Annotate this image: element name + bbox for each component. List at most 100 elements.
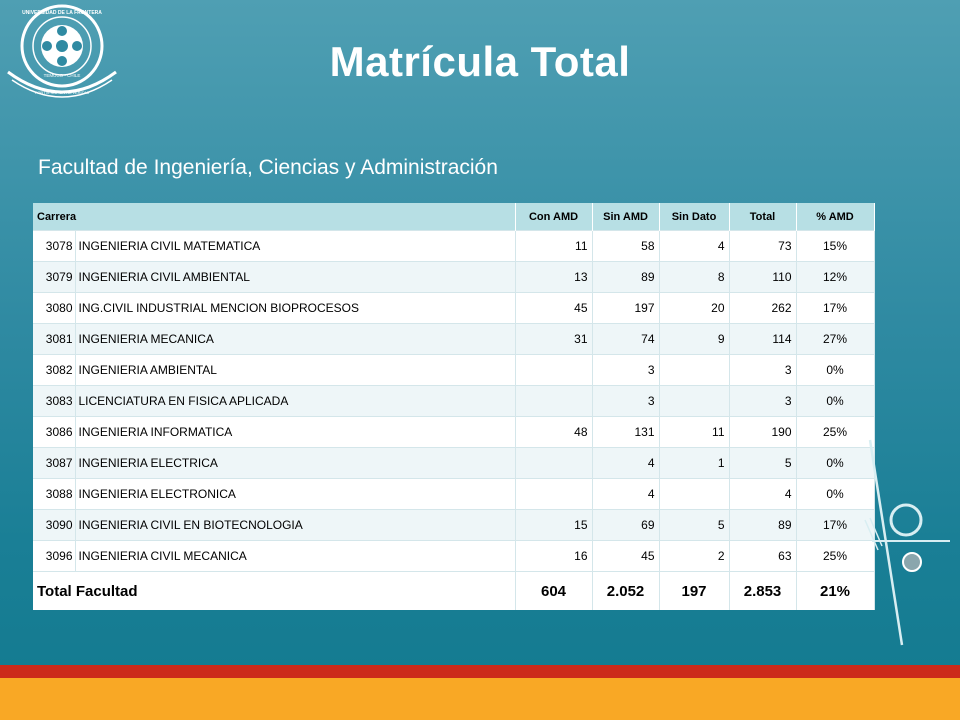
total-row: Total Facultad 604 2.052 197 2.853 21%	[33, 571, 875, 610]
cell-program: INGENIERIA CIVIL MECANICA	[75, 540, 516, 572]
cell-program: LICENCIATURA EN FISICA APLICADA	[75, 385, 516, 417]
cell-code: 3083	[33, 385, 76, 417]
cell-sin-amd: 131	[592, 416, 660, 448]
header-con-amd: Con AMD	[515, 203, 593, 231]
cell-sin-dato: 8	[659, 261, 730, 293]
cell-total: 114	[729, 323, 797, 355]
cell-code: 3096	[33, 540, 76, 572]
header-sin-dato: Sin Dato	[659, 203, 730, 231]
cell-sin-amd: 3	[592, 354, 660, 386]
cell-program: INGENIERIA ELECTRONICA	[75, 478, 516, 510]
cell-total: 63	[729, 540, 797, 572]
total-pct-amd: 21%	[796, 571, 875, 610]
total-con-amd: 604	[515, 571, 593, 610]
cell-total: 190	[729, 416, 797, 448]
total-sin-dato: 197	[659, 571, 730, 610]
cell-sin-amd: 74	[592, 323, 660, 355]
cell-pct-amd: 0%	[796, 354, 875, 386]
cell-con-amd	[515, 447, 593, 479]
cell-program: ING.CIVIL INDUSTRIAL MENCION BIOPROCESOS	[75, 292, 516, 324]
cell-sin-dato: 9	[659, 323, 730, 355]
table-row: 3078 INGENIERIA CIVIL MATEMATICA 11 58 4…	[33, 230, 875, 262]
cell-program: INGENIERIA MECANICA	[75, 323, 516, 355]
svg-text:UNIVERSIDAD DE LA FRONTERA: UNIVERSIDAD DE LA FRONTERA	[22, 10, 102, 16]
cell-program: INGENIERIA CIVIL AMBIENTAL	[75, 261, 516, 293]
cell-con-amd: 48	[515, 416, 593, 448]
cell-total: 3	[729, 354, 797, 386]
cell-total: 3	[729, 385, 797, 417]
cell-con-amd: 15	[515, 509, 593, 541]
cell-sin-dato	[659, 385, 730, 417]
cell-pct-amd: 0%	[796, 385, 875, 417]
cell-total: 89	[729, 509, 797, 541]
total-label: Total Facultad	[33, 571, 516, 610]
cell-con-amd: 45	[515, 292, 593, 324]
cell-con-amd: 11	[515, 230, 593, 262]
cell-pct-amd: 27%	[796, 323, 875, 355]
total-total: 2.853	[729, 571, 797, 610]
cell-con-amd	[515, 478, 593, 510]
cell-pct-amd: 0%	[796, 478, 875, 510]
cell-sin-dato: 5	[659, 509, 730, 541]
table-header-row: Carrera Con AMD Sin AMD Sin Dato Total %…	[33, 203, 875, 231]
slide-title: Matrícula Total	[329, 38, 631, 85]
cell-con-amd	[515, 354, 593, 386]
cell-sin-amd: 58	[592, 230, 660, 262]
cell-con-amd	[515, 385, 593, 417]
cell-sin-dato: 1	[659, 447, 730, 479]
table-row: 3082 INGENIERIA AMBIENTAL 3 3 0%	[33, 354, 875, 386]
university-seal-logo: UNIVERSIDAD DE LA FRONTERA TEMUCO · CHIL…	[7, 4, 117, 98]
header-total: Total	[729, 203, 797, 231]
table-row: 3087 INGENIERIA ELECTRICA 4 1 5 0%	[33, 447, 875, 479]
cell-sin-dato	[659, 478, 730, 510]
cell-sin-amd: 3	[592, 385, 660, 417]
cell-con-amd: 31	[515, 323, 593, 355]
cell-pct-amd: 17%	[796, 509, 875, 541]
svg-text:TEMUCO · CHILE: TEMUCO · CHILE	[44, 73, 81, 78]
bottom-orange-band	[0, 678, 960, 720]
cell-pct-amd: 25%	[796, 540, 875, 572]
table-row: 3090 INGENIERIA CIVIL EN BIOTECNOLOGIA 1…	[33, 509, 875, 541]
cell-code: 3080	[33, 292, 76, 324]
cell-sin-amd: 4	[592, 447, 660, 479]
slide-subtitle: Facultad de Ingeniería, Ciencias y Admin…	[38, 156, 498, 179]
cell-total: 262	[729, 292, 797, 324]
cell-pct-amd: 15%	[796, 230, 875, 262]
cell-program: INGENIERIA CIVIL MATEMATICA	[75, 230, 516, 262]
cell-sin-amd: 197	[592, 292, 660, 324]
cell-sin-amd: 89	[592, 261, 660, 293]
cell-program: INGENIERIA ELECTRICA	[75, 447, 516, 479]
cell-con-amd: 13	[515, 261, 593, 293]
cell-sin-dato: 4	[659, 230, 730, 262]
table-row: 3096 INGENIERIA CIVIL MECANICA 16 45 2 6…	[33, 540, 875, 572]
enrollment-table: Carrera Con AMD Sin AMD Sin Dato Total %…	[33, 203, 875, 610]
cell-con-amd: 16	[515, 540, 593, 572]
header-carrera: Carrera	[33, 203, 516, 231]
header-sin-amd: Sin AMD	[592, 203, 660, 231]
total-sin-amd: 2.052	[592, 571, 660, 610]
cell-program: INGENIERIA CIVIL EN BIOTECNOLOGIA	[75, 509, 516, 541]
cell-code: 3087	[33, 447, 76, 479]
cell-total: 5	[729, 447, 797, 479]
cell-sin-amd: 4	[592, 478, 660, 510]
table-row: 3081 INGENIERIA MECANICA 31 74 9 114 27%	[33, 323, 875, 355]
cell-sin-dato	[659, 354, 730, 386]
cell-code: 3090	[33, 509, 76, 541]
cell-code: 3079	[33, 261, 76, 293]
cell-pct-amd: 0%	[796, 447, 875, 479]
decorative-circles	[864, 436, 950, 646]
cell-code: 3088	[33, 478, 76, 510]
bottom-red-band	[0, 665, 960, 678]
header-pct-amd: % AMD	[796, 203, 875, 231]
cell-program: INGENIERIA AMBIENTAL	[75, 354, 516, 386]
table-row: 3086 INGENIERIA INFORMATICA 48 131 11 19…	[33, 416, 875, 448]
cell-sin-dato: 2	[659, 540, 730, 572]
cell-code: 3081	[33, 323, 76, 355]
table-row: 3088 INGENIERIA ELECTRONICA 4 4 0%	[33, 478, 875, 510]
cell-sin-amd: 69	[592, 509, 660, 541]
cell-total: 73	[729, 230, 797, 262]
cell-code: 3082	[33, 354, 76, 386]
cell-code: 3078	[33, 230, 76, 262]
cell-program: INGENIERIA INFORMATICA	[75, 416, 516, 448]
